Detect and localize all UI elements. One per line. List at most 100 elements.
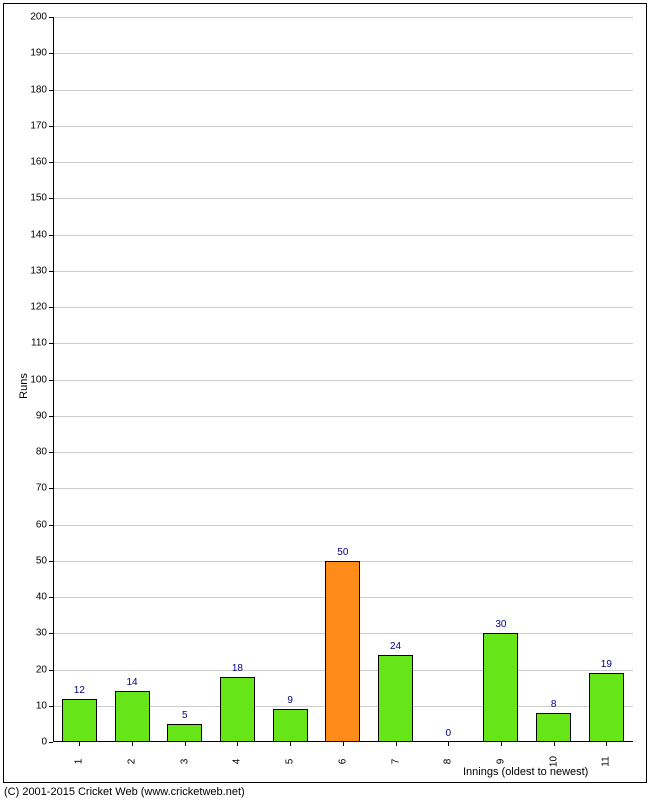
- bar: [220, 677, 255, 742]
- grid-line: [53, 90, 633, 91]
- y-axis-title: Runs: [18, 373, 30, 399]
- bar-value-label: 14: [126, 677, 137, 688]
- grid-line: [53, 380, 633, 381]
- y-tick-mark: [49, 597, 53, 598]
- x-tick-mark: [448, 742, 449, 746]
- grid-line: [53, 53, 633, 54]
- y-tick-mark: [49, 17, 53, 18]
- grid-line: [53, 525, 633, 526]
- grid-line: [53, 452, 633, 453]
- y-tick-mark: [49, 126, 53, 127]
- bar-value-label: 30: [495, 619, 506, 630]
- y-tick-label: 190: [25, 48, 47, 59]
- x-axis-title: Innings (oldest to newest): [463, 766, 588, 778]
- y-tick-mark: [49, 235, 53, 236]
- y-tick-mark: [49, 706, 53, 707]
- x-tick-mark: [501, 742, 502, 746]
- bar: [536, 713, 571, 742]
- x-tick-mark: [343, 742, 344, 746]
- y-tick-label: 80: [25, 447, 47, 458]
- y-tick-label: 180: [25, 84, 47, 95]
- bar: [273, 709, 308, 742]
- grid-line: [53, 198, 633, 199]
- grid-line: [53, 235, 633, 236]
- x-tick-label: 1: [74, 759, 85, 765]
- x-tick-mark: [237, 742, 238, 746]
- x-tick-label: 3: [179, 759, 190, 765]
- bar-value-label: 50: [337, 547, 348, 558]
- bar-value-label: 19: [601, 659, 612, 670]
- bar: [167, 724, 202, 742]
- y-tick-label: 200: [25, 12, 47, 23]
- y-tick-mark: [49, 525, 53, 526]
- y-tick-mark: [49, 561, 53, 562]
- y-tick-mark: [49, 416, 53, 417]
- x-tick-mark: [132, 742, 133, 746]
- plot-area: [53, 17, 633, 742]
- grid-line: [53, 17, 633, 18]
- y-tick-mark: [49, 452, 53, 453]
- y-tick-label: 120: [25, 302, 47, 313]
- x-tick-label: 4: [232, 759, 243, 765]
- grid-line: [53, 307, 633, 308]
- y-tick-label: 140: [25, 229, 47, 240]
- x-tick-mark: [185, 742, 186, 746]
- y-tick-mark: [49, 271, 53, 272]
- bar-value-label: 18: [232, 663, 243, 674]
- bar-value-label: 0: [445, 728, 451, 739]
- x-tick-label: 5: [285, 759, 296, 765]
- y-tick-mark: [49, 162, 53, 163]
- y-tick-mark: [49, 488, 53, 489]
- x-tick-mark: [554, 742, 555, 746]
- y-tick-mark: [49, 343, 53, 344]
- bar: [483, 633, 518, 742]
- x-tick-label: 8: [443, 759, 454, 765]
- y-tick-label: 160: [25, 157, 47, 168]
- y-tick-label: 40: [25, 592, 47, 603]
- grid-line: [53, 162, 633, 163]
- chart-container: 0102030405060708090100110120130140150160…: [0, 0, 650, 800]
- grid-line: [53, 343, 633, 344]
- y-tick-label: 150: [25, 193, 47, 204]
- bar-value-label: 24: [390, 641, 401, 652]
- y-tick-mark: [49, 633, 53, 634]
- y-tick-label: 50: [25, 555, 47, 566]
- y-tick-label: 70: [25, 483, 47, 494]
- x-tick-label: 11: [601, 756, 612, 766]
- y-tick-label: 110: [25, 338, 47, 349]
- bar-value-label: 8: [551, 699, 557, 710]
- y-tick-mark: [49, 307, 53, 308]
- bar: [325, 561, 360, 742]
- bar: [378, 655, 413, 742]
- bar-value-label: 12: [74, 685, 85, 696]
- y-axis-line: [53, 17, 54, 742]
- grid-line: [53, 271, 633, 272]
- y-tick-mark: [49, 198, 53, 199]
- x-tick-label: 9: [495, 759, 506, 765]
- x-tick-label: 6: [337, 759, 348, 765]
- grid-line: [53, 126, 633, 127]
- bar: [589, 673, 624, 742]
- x-tick-label: 7: [390, 759, 401, 765]
- bar-value-label: 9: [287, 695, 293, 706]
- bar: [62, 699, 97, 743]
- x-tick-mark: [396, 742, 397, 746]
- y-tick-mark: [49, 90, 53, 91]
- copyright-text: (C) 2001-2015 Cricket Web (www.cricketwe…: [4, 786, 245, 798]
- y-tick-label: 60: [25, 519, 47, 530]
- y-tick-label: 10: [25, 700, 47, 711]
- bar: [115, 691, 150, 742]
- x-tick-label: 2: [127, 759, 138, 765]
- bar-value-label: 5: [182, 710, 188, 721]
- grid-line: [53, 416, 633, 417]
- y-tick-mark: [49, 53, 53, 54]
- x-tick-mark: [290, 742, 291, 746]
- y-tick-mark: [49, 380, 53, 381]
- grid-line: [53, 488, 633, 489]
- y-tick-label: 30: [25, 628, 47, 639]
- y-tick-label: 0: [25, 737, 47, 748]
- y-tick-label: 170: [25, 120, 47, 131]
- x-tick-mark: [606, 742, 607, 746]
- y-tick-label: 20: [25, 664, 47, 675]
- y-tick-label: 130: [25, 265, 47, 276]
